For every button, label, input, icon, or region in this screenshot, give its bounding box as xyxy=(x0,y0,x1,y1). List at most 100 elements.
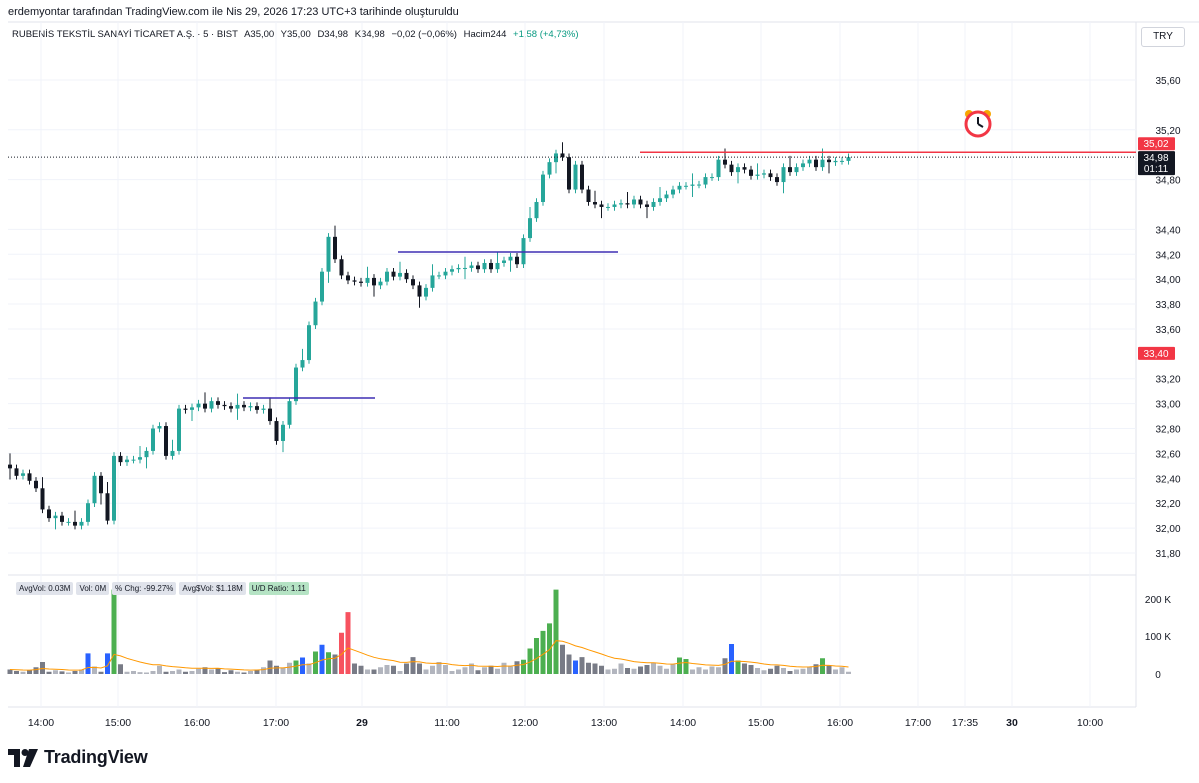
stat-avg-dollar-vol: Avg$Vol: $1.18M xyxy=(179,582,246,595)
volume-bar xyxy=(794,669,799,674)
candle xyxy=(820,159,825,168)
candle xyxy=(703,177,708,185)
time-tick-label: 30 xyxy=(1006,717,1018,729)
time-tick-label: 12:00 xyxy=(512,717,538,729)
price-tick-label: 33,60 xyxy=(1155,325,1180,336)
volume-bar xyxy=(482,667,487,674)
volume-bar xyxy=(631,668,637,674)
volume-bar xyxy=(612,668,617,674)
volume-bar xyxy=(605,669,611,674)
volume-bar xyxy=(287,662,292,674)
candle xyxy=(242,404,246,408)
resistance-price-tag xyxy=(1138,137,1175,151)
candle xyxy=(619,203,623,205)
candle xyxy=(658,198,662,202)
candle xyxy=(664,194,669,199)
volume-bar xyxy=(677,657,682,674)
volume-bar xyxy=(248,671,253,674)
candle xyxy=(567,157,571,190)
candle xyxy=(430,275,435,288)
price-tick-label: 33,80 xyxy=(1155,300,1180,311)
volume-bar xyxy=(384,665,390,674)
volume-bar xyxy=(436,662,442,674)
candle xyxy=(645,204,649,207)
volume-bar xyxy=(579,657,585,674)
volume-bar xyxy=(85,653,91,674)
candle xyxy=(372,277,376,286)
volume-bar xyxy=(820,658,825,674)
volume-bar xyxy=(150,671,156,674)
volume-bar xyxy=(846,671,851,674)
volume-bar xyxy=(417,663,422,674)
ohlc-low: D34,98 xyxy=(317,29,349,40)
time-tick-label: 13:00 xyxy=(591,717,617,729)
candle xyxy=(307,325,311,361)
volume-bar xyxy=(534,638,539,674)
volume-bar xyxy=(33,667,39,674)
chart-credit: erdemyontar tarafından TradingView.com i… xyxy=(8,6,459,18)
price-tick-label: 34,80 xyxy=(1155,176,1180,187)
time-tick-label: 29 xyxy=(356,717,368,729)
volume-bar xyxy=(586,662,591,674)
price-tick-label: 33,00 xyxy=(1155,400,1180,411)
volume-bar xyxy=(566,654,572,674)
volume-bar xyxy=(703,669,708,674)
candle xyxy=(47,509,51,519)
candle xyxy=(125,459,129,463)
price-axis: 35,60 35,20 34,80 34,40 34,20 34,00 33,80 33,60… xyxy=(1138,76,1181,560)
candle xyxy=(27,473,32,481)
volume-bar xyxy=(599,665,604,674)
ohlc-high: Y35,00 xyxy=(280,29,311,40)
candle xyxy=(404,272,409,280)
volume-bar xyxy=(553,589,559,674)
volume-bar xyxy=(410,657,416,674)
volume-bar xyxy=(14,671,19,674)
candle xyxy=(248,406,253,408)
volume-bar xyxy=(768,668,773,674)
volume-bar xyxy=(111,589,117,674)
stat-ud-ratio: U/D Ratio: 1.11 xyxy=(248,582,309,595)
volume-tick-label: 100 K xyxy=(1145,632,1171,643)
volume-bar xyxy=(748,665,754,674)
candle xyxy=(131,459,136,461)
volume-label: Hacim xyxy=(463,29,491,40)
candle xyxy=(794,167,799,173)
candle xyxy=(118,455,123,463)
last-price-tag-text: 34,98 xyxy=(1143,153,1168,164)
candle xyxy=(66,521,71,523)
volume-bar xyxy=(560,644,565,674)
volume-bar xyxy=(469,663,474,674)
time-tick-label: 16:00 xyxy=(827,717,853,729)
candle xyxy=(138,457,142,460)
price-tick-label: 34,20 xyxy=(1155,250,1180,261)
volume-bar xyxy=(20,671,26,674)
price-tick-label: 32,00 xyxy=(1155,524,1180,535)
volume-change: +1,58 (+4,73%) xyxy=(513,29,579,40)
candle xyxy=(586,189,591,202)
volume-bar xyxy=(761,670,767,674)
volume-bar xyxy=(618,663,624,674)
candle xyxy=(840,160,844,162)
volume-bar xyxy=(540,630,546,674)
candle xyxy=(671,189,675,195)
volume-bar xyxy=(755,668,760,674)
candle xyxy=(833,160,838,163)
volume-bar xyxy=(46,671,52,674)
horizontal-levels xyxy=(8,151,1136,399)
volume-bar xyxy=(781,668,786,674)
brand-name: TradingView xyxy=(44,747,148,767)
currency-button[interactable]: TRY xyxy=(1141,27,1185,47)
candle xyxy=(768,173,773,178)
candle xyxy=(144,450,149,458)
candle xyxy=(515,256,519,265)
tradingview-logo[interactable]: TradingView xyxy=(8,747,148,768)
candle xyxy=(365,277,370,283)
volume-bar xyxy=(657,665,663,674)
candle xyxy=(482,262,487,270)
candle xyxy=(456,267,461,270)
candles xyxy=(8,142,851,530)
symbol-name[interactable]: RUBENİS TEKSTİL SANAYİ TİCARET A.Ş. · 5 … xyxy=(12,29,238,40)
time-axis: 14:00 15:00 16:00 17:00 29 11:00 12:00 13:00 14:… xyxy=(28,717,1103,729)
volume-bar xyxy=(508,666,513,674)
